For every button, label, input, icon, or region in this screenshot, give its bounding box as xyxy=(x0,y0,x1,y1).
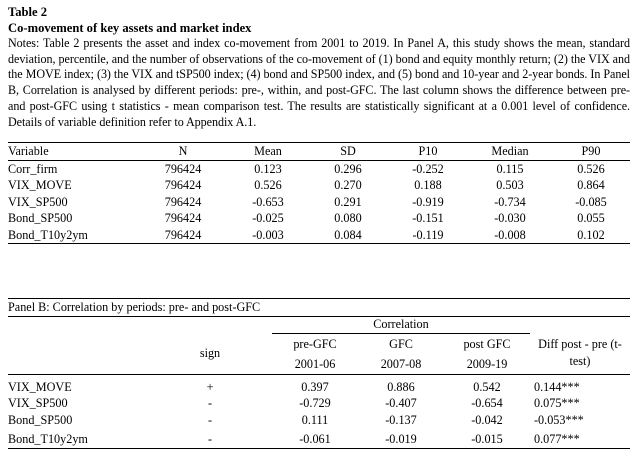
table-cell: 0.144*** xyxy=(534,379,580,394)
table-cell: -0.008 xyxy=(494,227,526,242)
panel-a-header: N xyxy=(138,142,228,161)
table-cell: 0.291 xyxy=(334,194,362,209)
table-cell: 0.526 xyxy=(577,161,605,176)
table-cell: -0.407 xyxy=(385,396,417,410)
table-cell: 0.084 xyxy=(334,227,362,242)
table-cell: 0.080 xyxy=(334,211,362,225)
table-cell: Bond_SP500 xyxy=(8,412,73,427)
table-cell: VIX_SP500 xyxy=(8,194,68,209)
table-cell: Bond_T10y2ym xyxy=(8,227,88,242)
diff-label: Diff post - pre (t- xyxy=(538,337,622,352)
panel-a-header-row: Variable N Mean SD P10 Median P90 xyxy=(8,142,630,161)
table-row: Bond_T10y2ym - -0.061 -0.019 -0.015 0.07… xyxy=(8,428,630,449)
sign-header: sign xyxy=(148,333,272,375)
table-cell: 0.296 xyxy=(334,161,362,176)
table-cell: 796424 xyxy=(164,227,202,242)
panel-a-header: Median xyxy=(468,142,552,161)
panel-b-group-row: Correlation xyxy=(8,315,630,334)
panel-a-header: Variable xyxy=(8,142,138,161)
gfc-years: 2007-08 xyxy=(380,356,422,371)
table-cell: -0.119 xyxy=(412,227,444,242)
post-gfc-header: post GFC 2009-19 xyxy=(444,333,530,375)
table-cell: 0.270 xyxy=(334,178,362,192)
correlation-group-header: Correlation xyxy=(272,315,530,334)
table-cell: VIX_SP500 xyxy=(8,396,68,410)
table-cell: -0.042 xyxy=(471,412,503,427)
pre-gfc-header: pre-GFC 2001-06 xyxy=(272,333,358,375)
post-gfc-years: 2009-19 xyxy=(466,356,508,371)
table-row: Bond_SP500 796424 -0.025 0.080 -0.151 -0… xyxy=(8,210,630,227)
table-row: Bond_SP500 - 0.111 -0.137 -0.042 -0.053*… xyxy=(8,412,630,429)
panel-a-header: P90 xyxy=(552,142,630,161)
table-title: Co-movement of key assets and market ind… xyxy=(8,21,252,35)
diff-label-cont: test) xyxy=(569,354,591,369)
table-cell: 0.102 xyxy=(577,227,605,242)
table-cell: -0.061 xyxy=(272,428,358,449)
table-cell: -0.053*** xyxy=(534,412,584,427)
table-row: Bond_T10y2ym 796424 -0.003 0.084 -0.119 … xyxy=(8,227,630,244)
table-cell: 0.123 xyxy=(254,161,282,176)
table-cell: -0.654 xyxy=(471,396,503,410)
table-cell: - xyxy=(207,396,213,410)
table-cell: 796424 xyxy=(164,211,202,225)
table-cell: 0.886 xyxy=(387,379,415,394)
panel-a-header: Mean xyxy=(228,142,308,161)
table-row: VIX_MOVE 796424 0.526 0.270 0.188 0.503 … xyxy=(8,177,630,194)
table-cell: Corr_firm xyxy=(8,161,58,176)
panel-b-table: Correlation sign pre-GFC 2001-06 GFC 200… xyxy=(8,315,630,449)
table-cell: 0.397 xyxy=(301,379,329,394)
table-cell: Bond_SP500 xyxy=(8,211,73,225)
table-row: VIX_MOVE + 0.397 0.886 0.542 0.144*** xyxy=(8,374,630,395)
table-cell: -0.085 xyxy=(575,194,607,209)
table-cell: 0.077*** xyxy=(530,428,630,449)
table-notes: Notes: Table 2 presents the asset and in… xyxy=(8,36,630,129)
table-cell: 0.075*** xyxy=(534,396,580,410)
table-label: Table 2 xyxy=(8,5,48,19)
table-cell: 796424 xyxy=(164,194,202,209)
table-cell: 796424 xyxy=(164,161,202,176)
table-cell: 796424 xyxy=(164,178,202,192)
post-gfc-label: post GFC xyxy=(463,336,511,351)
table-cell: -0.025 xyxy=(252,211,284,225)
table-row: Corr_firm 796424 0.123 0.296 -0.252 0.11… xyxy=(8,160,630,177)
table-cell: 0.188 xyxy=(414,178,442,192)
table-cell: -0.003 xyxy=(252,227,284,242)
table-cell: -0.030 xyxy=(494,211,526,225)
table-cell: -0.653 xyxy=(252,194,284,209)
table-cell: -0.252 xyxy=(412,161,444,176)
table-row: VIX_SP500 796424 -0.653 0.291 -0.919 -0.… xyxy=(8,194,630,211)
panel-b-header-row: sign pre-GFC 2001-06 GFC 2007-08 post GF… xyxy=(8,333,630,375)
panel-a-table: Variable N Mean SD P10 Median P90 Corr_f… xyxy=(8,142,630,244)
table-cell: -0.734 xyxy=(494,194,526,209)
table-cell: Bond_T10y2ym xyxy=(8,428,148,449)
diff-header: Diff post - pre (t- test) xyxy=(530,333,630,375)
panel-a-header: SD xyxy=(308,142,388,161)
table-cell: 0.055 xyxy=(577,211,605,225)
table-cell: VIX_MOVE xyxy=(8,379,72,394)
gfc-header: GFC 2007-08 xyxy=(358,333,444,375)
table-row: VIX_SP500 - -0.729 -0.407 -0.654 0.075**… xyxy=(8,395,630,412)
table-cell: - xyxy=(207,412,213,427)
table-cell: - xyxy=(148,428,272,449)
table-cell: -0.015 xyxy=(444,428,530,449)
table-cell: 0.526 xyxy=(254,178,282,192)
table-caption: Table 2 Co-movement of key assets and ma… xyxy=(8,4,630,130)
panel-a-header: P10 xyxy=(388,142,468,161)
pre-gfc-years: 2001-06 xyxy=(294,356,336,371)
table-cell: 0.111 xyxy=(301,412,329,427)
table-cell: 0.864 xyxy=(577,178,605,192)
table-cell: -0.729 xyxy=(299,396,331,410)
gfc-label: GFC xyxy=(389,336,413,351)
table-cell: 0.115 xyxy=(496,161,524,176)
table-cell: 0.542 xyxy=(473,379,501,394)
table-cell: -0.137 xyxy=(385,412,417,427)
table-cell: 0.503 xyxy=(496,178,524,192)
pre-gfc-label: pre-GFC xyxy=(293,336,337,351)
table-cell: -0.919 xyxy=(412,194,444,209)
table-cell: -0.019 xyxy=(358,428,444,449)
table-cell: -0.151 xyxy=(412,211,444,225)
table-cell: + xyxy=(206,379,214,394)
table-cell: VIX_MOVE xyxy=(8,178,72,192)
